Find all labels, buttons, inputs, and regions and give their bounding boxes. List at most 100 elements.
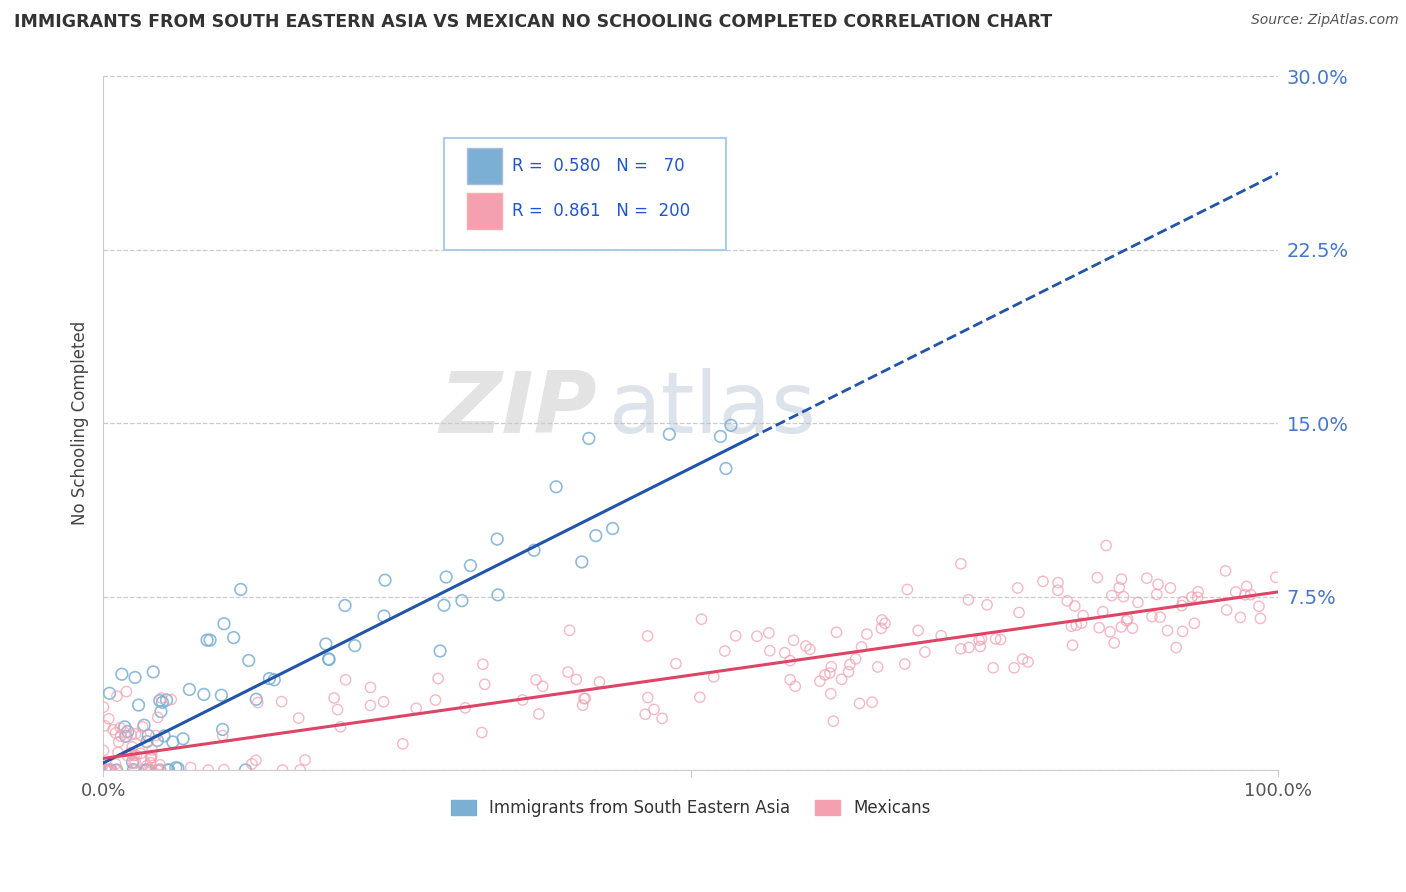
Point: [429, 644, 451, 658]
Point: [808, 674, 831, 689]
Point: [240, 756, 263, 771]
Point: [794, 639, 817, 653]
Point: [523, 543, 546, 558]
Point: [1215, 603, 1237, 617]
Point: [172, 731, 194, 746]
Point: [894, 657, 917, 671]
Point: [100, 763, 122, 777]
Point: [907, 624, 929, 638]
Point: [180, 760, 202, 774]
Point: [1088, 621, 1111, 635]
Point: [1121, 621, 1143, 635]
Point: [374, 573, 396, 587]
Point: [471, 657, 494, 672]
Point: [870, 621, 893, 635]
Point: [634, 707, 657, 722]
FancyBboxPatch shape: [467, 148, 502, 184]
Point: [124, 763, 146, 777]
Point: [984, 632, 1007, 646]
Point: [860, 695, 883, 709]
Point: [1071, 608, 1094, 623]
Point: [246, 696, 269, 710]
Point: [329, 720, 352, 734]
Point: [157, 763, 180, 777]
Point: [135, 734, 157, 748]
Point: [114, 726, 136, 740]
Point: [97, 763, 120, 777]
Point: [773, 646, 796, 660]
Point: [1233, 588, 1256, 602]
Point: [94, 763, 117, 777]
Point: [136, 728, 159, 742]
Point: [146, 710, 169, 724]
Point: [665, 657, 688, 671]
Point: [125, 748, 148, 763]
Point: [1236, 579, 1258, 593]
Point: [451, 593, 474, 607]
Point: [758, 626, 780, 640]
Point: [1108, 581, 1130, 595]
Point: [1229, 610, 1251, 624]
Point: [981, 661, 1004, 675]
Point: [1099, 624, 1122, 639]
Point: [851, 640, 873, 654]
Point: [1008, 606, 1031, 620]
Point: [1017, 655, 1039, 669]
Point: [714, 461, 737, 475]
Point: [1247, 599, 1270, 614]
Point: [124, 670, 146, 684]
Point: [1187, 584, 1209, 599]
Point: [460, 558, 482, 573]
Point: [1060, 619, 1083, 633]
Point: [149, 763, 172, 777]
Point: [124, 727, 146, 741]
Point: [149, 705, 172, 719]
Point: [949, 557, 972, 571]
Point: [287, 711, 309, 725]
Point: [167, 761, 190, 775]
Point: [1091, 605, 1114, 619]
Point: [128, 698, 150, 712]
Point: [1146, 587, 1168, 601]
Text: R =  0.861   N =  200: R = 0.861 N = 200: [512, 202, 690, 220]
Point: [838, 665, 860, 679]
Point: [245, 753, 267, 767]
Point: [263, 673, 285, 687]
Point: [848, 697, 870, 711]
Point: [637, 629, 659, 643]
Point: [814, 667, 837, 681]
Point: [531, 679, 554, 693]
Point: [100, 763, 122, 777]
Point: [94, 719, 117, 733]
Point: [486, 588, 509, 602]
Point: [97, 763, 120, 777]
Point: [1182, 616, 1205, 631]
Point: [139, 751, 162, 765]
Point: [121, 747, 143, 761]
Point: [866, 660, 889, 674]
Point: [259, 672, 281, 686]
Point: [114, 730, 136, 744]
Point: [651, 711, 673, 725]
Point: [146, 763, 169, 777]
Point: [1111, 572, 1133, 586]
Point: [235, 763, 257, 777]
Point: [120, 746, 142, 760]
Point: [132, 718, 155, 732]
Point: [139, 756, 162, 770]
Point: [141, 763, 163, 777]
Point: [1101, 589, 1123, 603]
Point: [211, 723, 233, 737]
Point: [720, 418, 742, 433]
Point: [1136, 571, 1159, 585]
Point: [558, 624, 581, 638]
Point: [122, 748, 145, 763]
Point: [745, 629, 768, 643]
Point: [571, 555, 593, 569]
Point: [1002, 661, 1025, 675]
Point: [117, 748, 139, 763]
Point: [969, 640, 991, 654]
Point: [1056, 594, 1078, 608]
Point: [1046, 583, 1069, 598]
Point: [1102, 636, 1125, 650]
